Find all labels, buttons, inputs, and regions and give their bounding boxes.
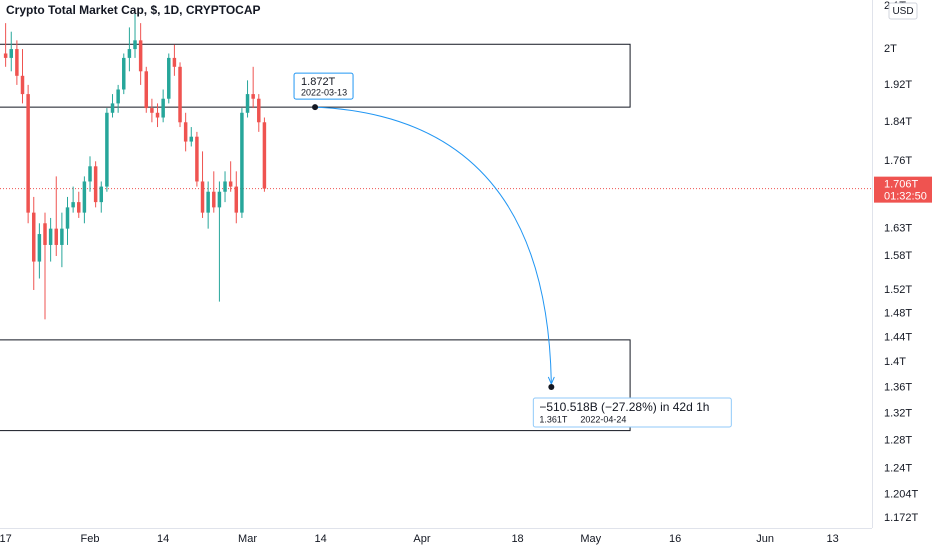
measure-end-point xyxy=(548,383,555,390)
y-tick-label: 1.58T xyxy=(884,250,912,262)
y-tick-label: 1.52T xyxy=(884,284,912,296)
candle-body xyxy=(228,181,233,187)
candle-body xyxy=(99,186,104,203)
y-tick-label: 1.4T xyxy=(884,356,906,368)
candle-body xyxy=(144,71,149,109)
candle-body xyxy=(133,40,137,50)
currency-badge xyxy=(888,2,918,20)
candle-body xyxy=(71,202,75,208)
end-label-box xyxy=(532,397,732,428)
y-tick-label: 1.24T xyxy=(884,463,912,475)
measure-start-point xyxy=(312,104,319,111)
candle-body xyxy=(150,108,154,113)
candle-body xyxy=(26,94,30,213)
candle-body xyxy=(262,122,267,189)
x-tick-label: 16 xyxy=(669,533,681,545)
x-tick-label: Jun xyxy=(756,533,774,545)
candle-body xyxy=(93,166,98,203)
candle-body xyxy=(206,191,210,213)
currency-label: USD xyxy=(892,6,913,17)
end-value-label: 1.361T xyxy=(539,414,568,424)
candle-body xyxy=(88,166,92,182)
start-label-box xyxy=(293,72,354,100)
candle-body xyxy=(138,40,143,72)
candle-body xyxy=(161,98,165,118)
x-tick-label: Mar xyxy=(238,533,257,545)
candle-body xyxy=(105,112,109,187)
candle-body xyxy=(20,75,25,95)
start-date-label: 2022-03-13 xyxy=(301,88,347,98)
candle-body xyxy=(223,181,227,192)
candle-body xyxy=(240,112,244,213)
y-tick-label: 1.84T xyxy=(884,116,912,128)
x-tick-label: 13 xyxy=(826,533,838,545)
current-price-label: 1.706T xyxy=(884,179,919,191)
y-tick-label: 1.32T xyxy=(884,408,912,420)
candle-body xyxy=(122,57,126,90)
current-price-badge xyxy=(874,176,932,203)
measure-text: −510.518B (−27.28%) in 42d 1h xyxy=(539,400,709,414)
countdown-label: 01:32:50 xyxy=(884,191,927,203)
x-tick-label: May xyxy=(580,533,601,545)
x-tick-label: 14 xyxy=(157,533,169,545)
measure-arrow xyxy=(315,106,552,383)
arrow-head xyxy=(547,376,555,386)
chart-title: Crypto Total Market Cap, $, 1D, CRYPTOCA… xyxy=(6,3,261,17)
candle-body xyxy=(183,122,188,142)
y-tick-label: 1.172T xyxy=(884,512,919,524)
candle-body xyxy=(189,136,194,142)
candle-body xyxy=(65,207,70,229)
y-tick-label: 1.28T xyxy=(884,435,912,447)
candle-body xyxy=(77,202,81,213)
candle-body xyxy=(15,49,19,76)
candle-body xyxy=(257,98,261,123)
candle-body xyxy=(251,94,255,99)
candle-body xyxy=(82,181,87,213)
candle-body xyxy=(37,234,42,262)
x-tick-label: 14 xyxy=(315,533,327,545)
candle-body xyxy=(54,228,59,245)
y-tick-label: 1.92T xyxy=(884,79,912,91)
candle-body xyxy=(3,53,8,58)
candle-body xyxy=(116,89,120,104)
candle-body xyxy=(43,223,47,245)
candle-body xyxy=(234,186,239,213)
candle-body xyxy=(245,94,250,113)
y-tick-label: 1.48T xyxy=(884,307,912,319)
y-tick-label: 2T xyxy=(884,43,897,55)
x-tick-label: Feb xyxy=(81,533,100,545)
y-tick-label: 1.36T xyxy=(884,382,912,394)
x-tick-label: 17 xyxy=(0,533,12,545)
y-tick-label: 1.44T xyxy=(884,331,912,343)
y-tick-label: 1.76T xyxy=(884,155,912,167)
candle-body xyxy=(110,103,115,113)
price-zone xyxy=(0,339,631,432)
x-tick-label: 18 xyxy=(511,533,523,545)
candle-body xyxy=(48,228,53,245)
candle-body xyxy=(167,57,171,99)
candle-body xyxy=(200,181,205,213)
candle-body xyxy=(155,112,160,118)
y-tick-label: 1.204T xyxy=(884,488,919,500)
candle-body xyxy=(32,212,36,262)
candle-body xyxy=(178,66,182,123)
y-tick-label: 1.63T xyxy=(884,223,912,235)
end-date-label: 2022-04-24 xyxy=(580,414,626,424)
candle-body xyxy=(172,57,177,67)
candle-body xyxy=(217,191,222,208)
candle-body xyxy=(212,191,216,208)
candle-body xyxy=(9,49,13,58)
candle-body xyxy=(195,136,199,182)
candle-body xyxy=(127,49,132,58)
x-tick-label: Apr xyxy=(413,533,430,545)
candle-body xyxy=(60,228,64,245)
start-value-label: 1.872T xyxy=(301,76,336,88)
